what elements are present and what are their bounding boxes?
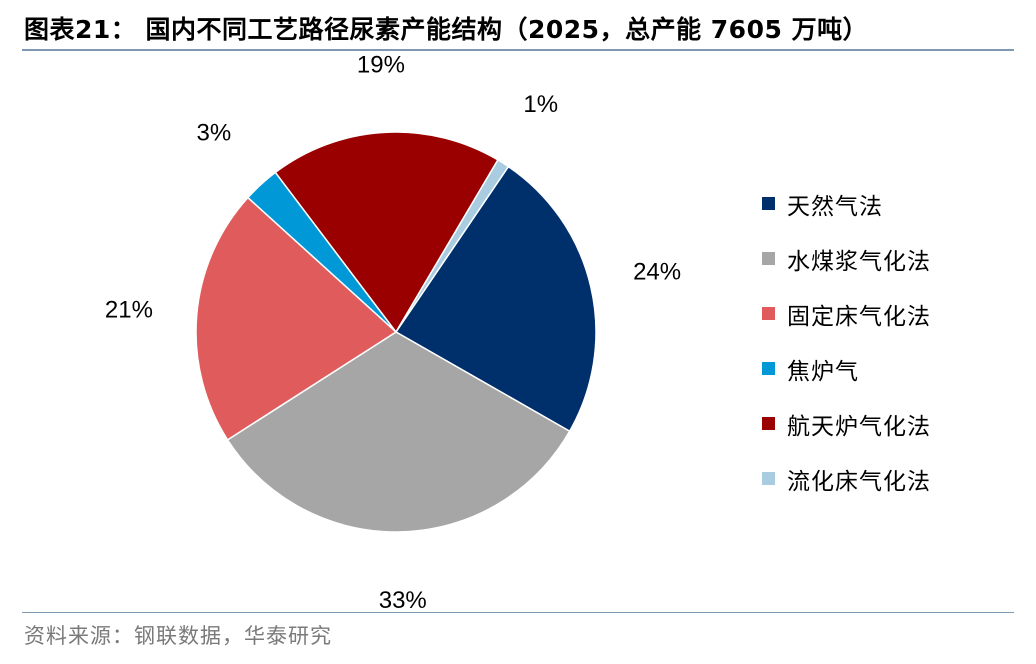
legend-item-6: 流化床气化法	[762, 451, 931, 506]
pie-chart: 24% 33% 21% 3% 19% 1%	[105, 51, 681, 610]
source-divider	[22, 612, 1014, 613]
title-divider	[22, 49, 1014, 51]
legend-swatch	[762, 417, 775, 430]
legend-label: 航天炉气化法	[787, 413, 931, 440]
legend-item-2: 水煤浆气化法	[762, 231, 931, 286]
chart-legend: 天然气法水煤浆气化法 固定床气化法 焦炉气航天炉气化法 流化床气化法	[762, 176, 931, 506]
legend-swatch	[762, 252, 775, 265]
pie-labels: 24% 33% 21% 3% 19% 1%	[105, 51, 681, 610]
legend-label: 焦炉气	[787, 358, 859, 385]
pie-label-3: 21%	[105, 297, 153, 324]
pie-label-1: 24%	[633, 259, 681, 286]
legend-item-1: 天然气法	[762, 176, 931, 231]
pie-label-5: 19%	[357, 51, 405, 78]
pie-label-2: 33%	[379, 587, 427, 610]
legend-label: 流化床气化法	[787, 468, 931, 495]
legend-item-4: 焦炉气	[762, 341, 931, 396]
pie-slice-5	[274, 131, 499, 334]
pie-label-4: 3%	[196, 120, 231, 147]
chart-title: 图表21： 国内不同工艺路径尿素产能结构（2025，总产能 7605 万吨）	[24, 15, 869, 44]
source-note: 资料来源：钢联数据，华泰研究	[24, 624, 332, 648]
legend-item-3: 固定床气化法	[762, 286, 931, 341]
legend-swatch	[762, 362, 775, 375]
pie-slice-3	[195, 196, 398, 441]
legend-swatch	[762, 307, 775, 320]
legend-swatch	[762, 197, 775, 210]
legend-swatch	[762, 472, 775, 485]
legend-item-5: 航天炉气化法	[762, 396, 931, 451]
legend-label: 水煤浆气化法	[787, 248, 931, 275]
legend-label: 固定床气化法	[787, 303, 931, 330]
pie-slice-1	[394, 165, 597, 433]
pie-slice-6	[395, 158, 510, 333]
legend-label: 天然气法	[787, 193, 883, 220]
pie-slices	[195, 131, 597, 533]
pie-slice-2	[226, 331, 571, 533]
pie-label-6: 1%	[523, 91, 558, 118]
